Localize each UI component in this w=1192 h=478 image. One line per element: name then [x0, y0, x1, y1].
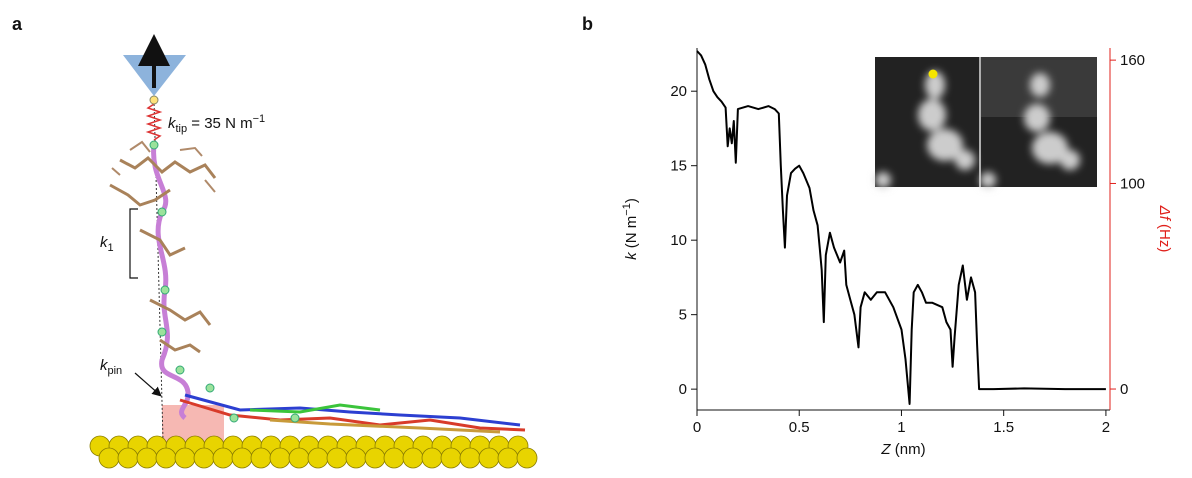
- subscript: pin: [108, 365, 123, 377]
- panel-label: a: [12, 14, 23, 34]
- molecule: [111, 140, 216, 193]
- symbol: Z: [880, 441, 891, 458]
- y-axis-label: k (N m−1): [621, 198, 640, 260]
- symbol: Δf: [1156, 205, 1173, 222]
- y-tick-label: 10: [670, 232, 687, 249]
- symbol: k: [100, 357, 109, 374]
- subscript: tip: [176, 123, 188, 135]
- substrate-atom: [136, 447, 158, 469]
- superscript: −1: [621, 203, 633, 216]
- substrate-atom: [117, 447, 139, 469]
- x-tick-label: 0: [693, 419, 701, 436]
- substrate-atom: [231, 447, 253, 469]
- subscript: 1: [108, 242, 114, 254]
- substrate-atom: [98, 447, 120, 469]
- kpin-label: kpin: [100, 357, 122, 377]
- y-tick-label: 20: [670, 83, 687, 100]
- molecule-image: [875, 71, 1080, 188]
- substrate-atom: [402, 447, 424, 469]
- k-tip-label: ktip = 35 N m−1: [168, 113, 265, 135]
- panel-label: b: [582, 14, 593, 34]
- y-tick-label: 0: [679, 381, 687, 398]
- text: ): [623, 198, 640, 203]
- flat-molecule: [179, 393, 526, 434]
- k1-label: k1: [100, 234, 114, 254]
- substrate-atom: [326, 447, 348, 469]
- substrate-atom: [421, 447, 443, 469]
- y2-tick-label: 0: [1120, 381, 1128, 398]
- y-tick-label: 15: [670, 158, 687, 175]
- schematic: ktip = 35 N m−1 k1 kpin: [89, 34, 538, 469]
- text: (N m: [623, 216, 640, 253]
- symbol: k: [100, 234, 109, 251]
- inset-images: [875, 57, 1097, 188]
- bead: [149, 140, 300, 423]
- substrate-atom: [193, 447, 215, 469]
- y-tick-label: 5: [679, 307, 687, 324]
- bracket: [129, 208, 138, 279]
- tip-apex: [149, 95, 159, 105]
- substrate-atom: [250, 447, 272, 469]
- text: = 35 N m: [187, 115, 252, 132]
- text: (nm): [891, 441, 926, 458]
- substrate-atom: [288, 447, 310, 469]
- chain: [151, 144, 191, 420]
- substrate-atom: [174, 447, 196, 469]
- tip-position: [928, 69, 938, 79]
- substrate-atom: [459, 447, 481, 469]
- spring: [145, 103, 163, 141]
- y2-tick-label: 160: [1120, 52, 1145, 69]
- text: (Hz): [1156, 220, 1173, 253]
- substrate-atom: [212, 447, 234, 469]
- substrate-atom: [269, 447, 291, 469]
- substrate-atom: [478, 447, 500, 469]
- superscript: −1: [253, 113, 266, 125]
- substrate-atom: [383, 447, 405, 469]
- x-axis-label: Z (nm): [880, 441, 925, 458]
- substrate-atom: [155, 447, 177, 469]
- substrate-atom: [497, 447, 519, 469]
- x-tick-label: 0.5: [789, 419, 810, 436]
- symbol: k: [168, 115, 177, 132]
- x-tick-label: 2: [1102, 419, 1110, 436]
- y2-tick-label: 100: [1120, 175, 1145, 192]
- substrate-atom: [516, 447, 538, 469]
- substrate-atom: [364, 447, 386, 469]
- substrate-atom: [440, 447, 462, 469]
- x-tick-label: 1.5: [993, 419, 1014, 436]
- pin-arrow: [134, 372, 162, 397]
- x-tick-label: 1: [897, 419, 905, 436]
- molecule: [109, 156, 217, 354]
- data-line: [696, 50, 1106, 405]
- symbol: k: [623, 251, 640, 260]
- substrate-atom: [307, 447, 329, 469]
- y2-axis-label: Δf (Hz): [1156, 205, 1173, 253]
- substrate-atom: [345, 447, 367, 469]
